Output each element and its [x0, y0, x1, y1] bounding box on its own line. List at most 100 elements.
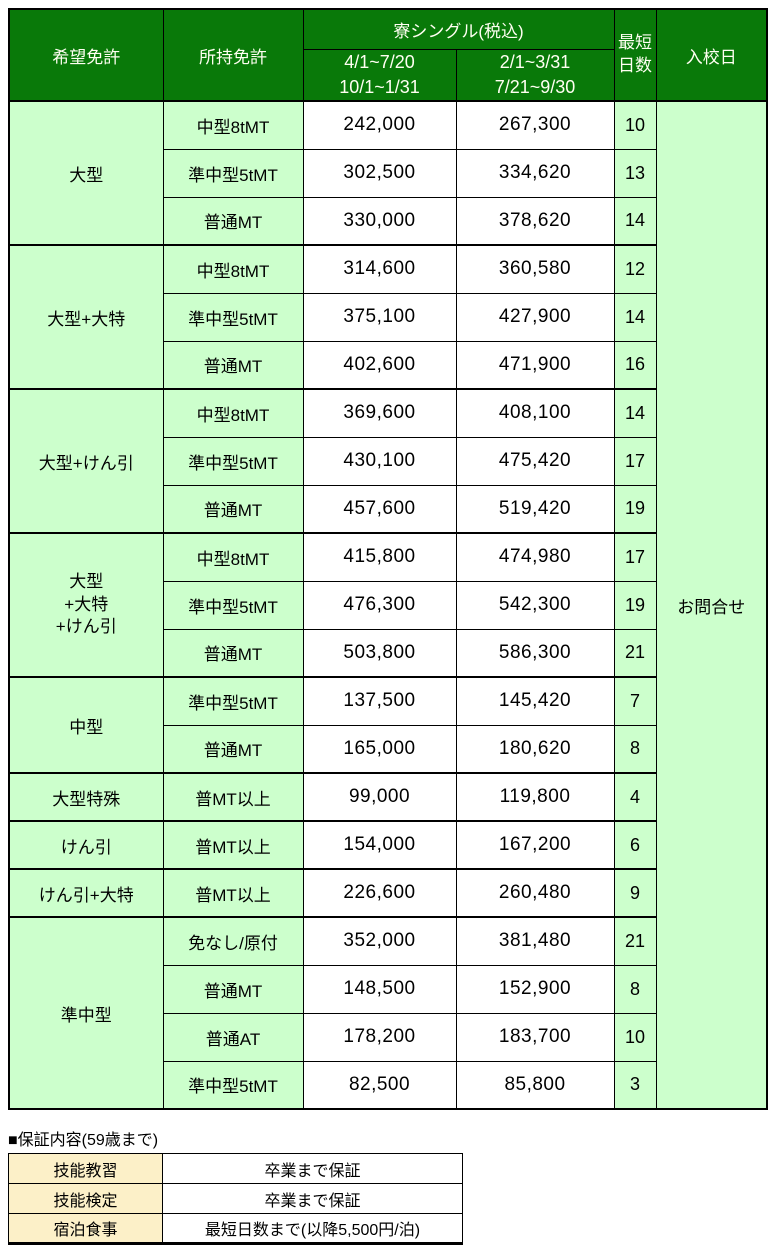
price-cell: 330,000 — [302, 196, 457, 246]
guarantee-value-cell: 最短日数まで(以降5,500円/泊) — [162, 1213, 463, 1244]
price-cell: 586,300 — [455, 628, 615, 678]
days-cell: 10 — [613, 100, 657, 150]
days-cell: 10 — [613, 1012, 657, 1062]
held-license-cell: 普通MT — [162, 196, 304, 246]
table-row: 大型+けん引 中型8tMT 369,600 408,100 14 — [8, 388, 767, 534]
table-row: 準中型5tMT 375,100 427,900 14 — [9, 292, 767, 342]
guarantee-label-cell: 技能教習 — [8, 1153, 163, 1184]
license-cell: 大型+けん引 — [8, 388, 164, 534]
price-cell: 137,500 — [302, 676, 457, 726]
header-period-b-line2: 7/21~9/30 — [494, 76, 576, 97]
held-license-cell: 普通AT — [162, 1012, 304, 1062]
price-cell: 85,800 — [455, 1060, 615, 1110]
header-entry-date: 入校日 — [655, 8, 768, 102]
license-cell: 準中型 — [8, 916, 164, 1110]
header-period-b-line1: 2/1~3/31 — [499, 52, 571, 73]
price-cell: 430,100 — [302, 436, 457, 486]
price-cell: 427,900 — [455, 292, 615, 342]
days-cell: 8 — [613, 724, 657, 774]
price-cell: 82,500 — [302, 1060, 457, 1110]
guarantee-row: 技能検定 卒業まで保証 — [8, 1183, 463, 1214]
guarantee-value-cell: 卒業まで保証 — [162, 1153, 463, 1184]
header-period-a: 4/1~7/20 10/1~1/31 — [302, 48, 457, 102]
price-cell: 471,900 — [455, 340, 615, 390]
days-cell: 13 — [613, 148, 657, 198]
price-table: 希望免許 所持免許 寮シングル(税込) 最短 日数 入校日 4/1~7/20 1… — [8, 8, 769, 1110]
held-license-cell: 免なし/原付 — [162, 916, 304, 966]
price-cell: 267,300 — [455, 100, 615, 150]
header-min-days-line1: 最短 — [618, 33, 653, 53]
license-cell: けん引 — [8, 820, 164, 870]
table-row: けん引 普MT以上 154,000 167,200 6 — [8, 820, 767, 870]
table-row: けん引+大特 普MT以上 226,600 260,480 9 — [8, 868, 767, 918]
price-cell: 145,420 — [455, 676, 615, 726]
table-row: 大型+大特 中型8tMT 314,600 360,580 12 — [8, 244, 767, 390]
held-license-cell: 中型8tMT — [162, 100, 304, 150]
held-license-cell: 準中型5tMT — [162, 292, 304, 342]
price-cell: 302,500 — [302, 148, 457, 198]
price-cell: 381,480 — [455, 916, 615, 966]
table-row: 普通MT 457,600 519,420 19 — [9, 484, 767, 534]
license-line: +大特 — [64, 594, 109, 614]
price-cell: 183,700 — [455, 1012, 615, 1062]
days-cell: 8 — [613, 964, 657, 1014]
days-cell: 21 — [613, 916, 657, 966]
held-license-cell: 中型8tMT — [162, 388, 304, 438]
price-table-header: 希望免許 所持免許 寮シングル(税込) 最短 日数 入校日 4/1~7/20 1… — [8, 8, 768, 102]
price-cell: 360,580 — [455, 244, 615, 294]
guarantee-label-cell: 宿泊食事 — [8, 1213, 163, 1244]
table-row: 大型 中型8tMT 242,000 267,300 10 お問合せ — [8, 100, 768, 1110]
price-cell: 378,620 — [455, 196, 615, 246]
days-cell: 14 — [613, 292, 657, 342]
days-cell: 19 — [613, 580, 657, 630]
price-cell: 415,800 — [302, 532, 457, 582]
price-cell: 154,000 — [302, 820, 457, 870]
price-cell: 457,600 — [302, 484, 457, 534]
days-cell: 17 — [613, 436, 657, 486]
days-cell: 21 — [613, 628, 657, 678]
license-cell: 大型 — [8, 100, 164, 246]
price-cell: 375,100 — [302, 292, 457, 342]
price-cell: 119,800 — [455, 772, 615, 822]
held-license-cell: 準中型5tMT — [162, 1060, 304, 1110]
price-cell: 148,500 — [302, 964, 457, 1014]
days-cell: 14 — [613, 388, 657, 438]
days-cell: 16 — [613, 340, 657, 390]
guarantee-row: 技能教習 卒業まで保証 — [8, 1153, 463, 1184]
held-license-cell: 普MT以上 — [162, 772, 304, 822]
price-cell: 503,800 — [302, 628, 457, 678]
price-cell: 352,000 — [302, 916, 457, 966]
held-license-cell: 準中型5tMT — [162, 580, 304, 630]
held-license-cell: 普通MT — [162, 724, 304, 774]
license-line: 大型 — [69, 571, 104, 591]
price-cell: 369,600 — [302, 388, 457, 438]
license-cell: 大型+大特 — [8, 244, 164, 390]
price-cell: 408,100 — [455, 388, 615, 438]
license-cell: 中型 — [8, 676, 164, 774]
days-cell: 17 — [613, 532, 657, 582]
price-cell: 226,600 — [302, 868, 457, 918]
price-cell: 260,480 — [455, 868, 615, 918]
price-cell: 474,980 — [455, 532, 615, 582]
header-desired-license: 希望免許 — [8, 8, 164, 102]
days-cell: 3 — [613, 1060, 657, 1110]
days-cell: 9 — [613, 868, 657, 918]
days-cell: 14 — [613, 196, 657, 246]
license-cell: 大型特殊 — [8, 772, 164, 822]
price-cell: 476,300 — [302, 580, 457, 630]
price-cell: 314,600 — [302, 244, 457, 294]
days-cell: 12 — [613, 244, 657, 294]
table-row: 普通MT 330,000 378,620 14 — [9, 196, 767, 246]
license-cell: 大型 +大特 +けん引 — [8, 532, 164, 678]
header-dorm-single: 寮シングル(税込) — [302, 8, 615, 50]
entry-date-cell: お問合せ — [655, 100, 768, 1110]
price-cell: 152,900 — [455, 964, 615, 1014]
held-license-cell: 中型8tMT — [162, 532, 304, 582]
held-license-cell: 準中型5tMT — [162, 436, 304, 486]
held-license-cell: 普通MT — [162, 964, 304, 1014]
table-row: 中型 準中型5tMT 137,500 145,420 7 — [8, 676, 767, 774]
table-row: 準中型5tMT 302,500 334,620 13 — [9, 148, 767, 198]
guarantee-heading: ■保証内容(59歳まで) — [8, 1132, 159, 1149]
table-row: 大型特殊 普MT以上 99,000 119,800 4 — [8, 772, 767, 822]
days-cell: 19 — [613, 484, 657, 534]
